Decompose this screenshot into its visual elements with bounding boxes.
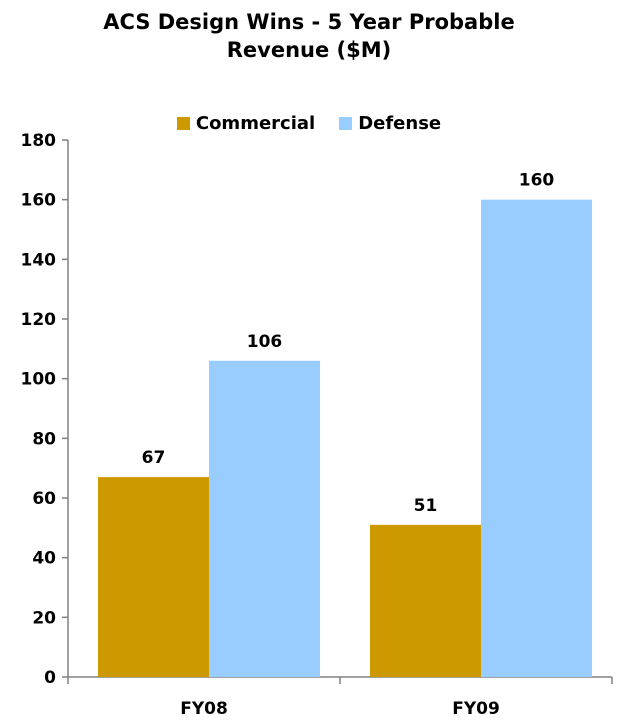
legend-swatch-defense bbox=[339, 117, 353, 130]
legend-item-defense: Defense bbox=[339, 113, 441, 134]
data-label-commercial-fy08: 67 bbox=[142, 448, 166, 468]
bar-commercial-fy08 bbox=[98, 477, 209, 677]
x-category-label-fy09: FY09 bbox=[452, 699, 500, 719]
y-tick-label: 0 bbox=[44, 668, 56, 688]
chart-title-line-1: ACS Design Wins - 5 Year Probable bbox=[103, 10, 515, 34]
y-tick-label: 160 bbox=[21, 191, 57, 211]
bar-defense-fy08 bbox=[209, 360, 320, 677]
legend-swatch-commercial bbox=[176, 117, 190, 130]
y-tick-label: 40 bbox=[32, 549, 56, 569]
x-category-label-fy08: FY08 bbox=[180, 699, 228, 719]
y-tick-label: 140 bbox=[21, 250, 57, 270]
legend-label-commercial: Commercial bbox=[195, 113, 316, 134]
y-tick-label: 180 bbox=[21, 131, 57, 151]
bar-defense-fy09 bbox=[481, 199, 592, 677]
legend-label-defense: Defense bbox=[358, 113, 442, 134]
y-tick-label: 60 bbox=[32, 489, 56, 509]
data-label-defense-fy08: 106 bbox=[247, 332, 283, 352]
chart-title-line-2: Revenue ($M) bbox=[226, 38, 392, 62]
data-label-commercial-fy09: 51 bbox=[414, 496, 438, 516]
y-tick-label: 120 bbox=[21, 310, 57, 330]
y-tick-label: 80 bbox=[32, 429, 56, 449]
chart-legend: Commercial Defense bbox=[0, 113, 618, 134]
y-tick-label: 100 bbox=[21, 370, 57, 390]
y-tick-label: 20 bbox=[32, 608, 56, 628]
chart-title: ACS Design Wins - 5 Year Probable Revenu… bbox=[0, 8, 618, 64]
bar-commercial-fy09 bbox=[370, 524, 481, 677]
data-label-defense-fy09: 160 bbox=[519, 171, 555, 191]
legend-item-commercial: Commercial bbox=[176, 113, 316, 134]
